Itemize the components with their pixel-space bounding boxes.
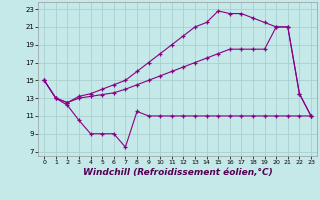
X-axis label: Windchill (Refroidissement éolien,°C): Windchill (Refroidissement éolien,°C) (83, 168, 272, 177)
